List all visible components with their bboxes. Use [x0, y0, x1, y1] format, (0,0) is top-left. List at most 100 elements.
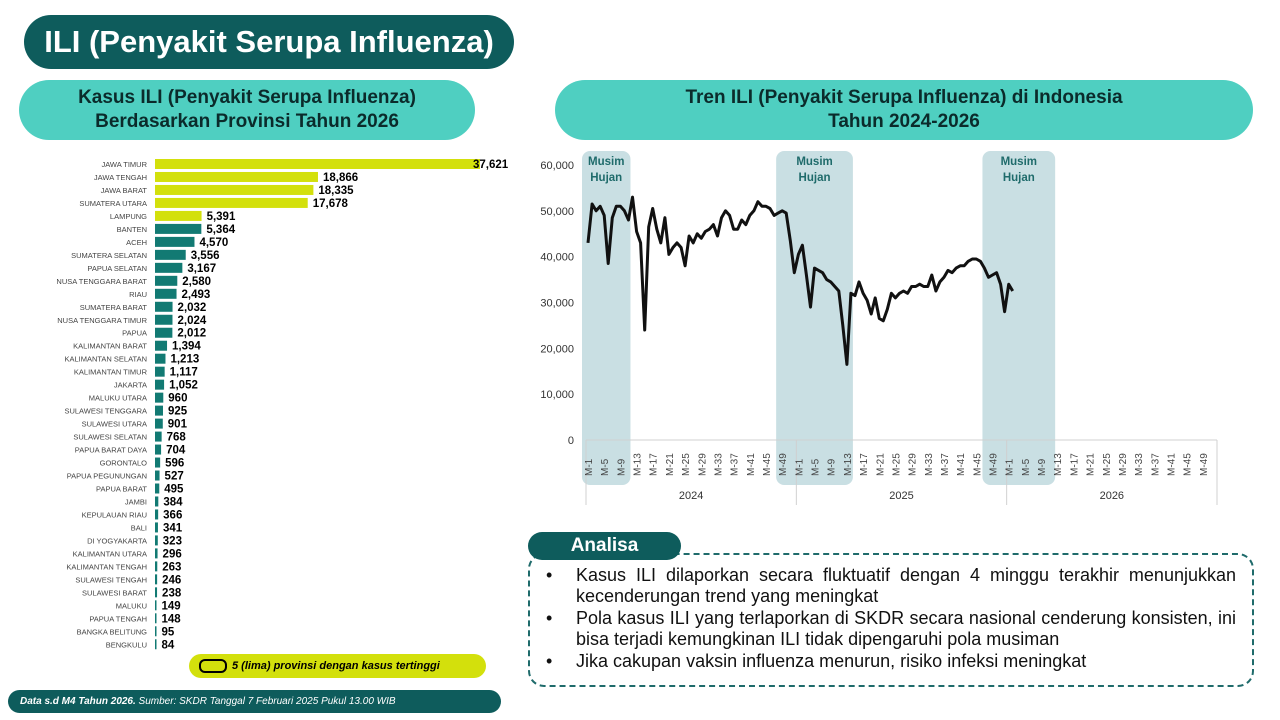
- x-tick-label: M-17: [859, 453, 870, 476]
- province-bar: [155, 535, 158, 546]
- value-label: 1,213: [170, 354, 199, 366]
- province-label: PAPUA BARAT: [96, 485, 147, 494]
- value-label: 527: [165, 471, 184, 483]
- value-label: 17,678: [313, 198, 349, 210]
- province-bar: [155, 600, 157, 611]
- value-label: 1,394: [172, 341, 201, 353]
- value-label: 2,012: [177, 328, 206, 340]
- province-label: KALIMANTAN TENGAH: [66, 562, 147, 571]
- value-label: 768: [167, 432, 187, 444]
- province-bar: [155, 379, 165, 390]
- rainy-season-label: Musim: [796, 156, 832, 168]
- province-bar: [155, 159, 480, 169]
- province-label: KALIMANTAN SELATAN: [64, 355, 147, 364]
- province-label: JAWA BARAT: [101, 186, 148, 195]
- province-bar: [155, 210, 202, 221]
- rainy-season-label: Hujan: [590, 172, 622, 184]
- value-label: 2,493: [182, 289, 211, 301]
- province-label: PAPUA SELATAN: [87, 264, 147, 273]
- analisa-point: Kasus ILI dilaporkan secara fluktuatif d…: [546, 565, 1236, 607]
- value-label: 960: [168, 393, 187, 405]
- x-tick-label: M-33: [1134, 453, 1145, 476]
- province-bar: [155, 262, 183, 273]
- province-label: KEPULAUAN RIAU: [82, 510, 147, 519]
- value-label: 384: [163, 496, 183, 508]
- province-bar: [155, 171, 318, 182]
- x-tick-label: M-21: [875, 453, 886, 476]
- footer-source-text: Sumber: SKDR Tanggal 7 Februari 2025 Puk…: [135, 696, 396, 707]
- province-bar: [155, 275, 178, 286]
- x-tick-label: M-25: [681, 453, 692, 476]
- rainy-season-label: Hujan: [1003, 172, 1035, 184]
- province-bar: [155, 457, 161, 468]
- value-label: 925: [168, 406, 188, 418]
- province-bar: [155, 184, 314, 195]
- value-label: 1,052: [169, 380, 198, 392]
- value-label: 148: [162, 613, 182, 625]
- y-tick-label: 30,000: [540, 298, 574, 310]
- province-bar: [155, 418, 163, 429]
- province-label: LAMPUNG: [110, 212, 147, 221]
- x-tick-label: M-9: [616, 458, 627, 476]
- province-bar: [155, 561, 158, 572]
- province-bar: [155, 340, 168, 351]
- x-tick-label: M-45: [762, 453, 773, 476]
- province-label: JAMBI: [125, 497, 147, 506]
- province-bar: [155, 496, 159, 507]
- x-tick-label: M-33: [713, 453, 724, 476]
- province-bar: [155, 522, 158, 533]
- province-label: SULAWESI UTARA: [82, 420, 147, 429]
- province-label: RIAU: [129, 290, 147, 299]
- x-tick-label: M-17: [1069, 453, 1080, 476]
- province-bar: [155, 626, 157, 637]
- y-tick-label: 20,000: [540, 343, 574, 355]
- value-label: 2,032: [178, 302, 207, 314]
- x-tick-label: M-13: [633, 453, 644, 476]
- value-label: 5,364: [206, 224, 235, 236]
- value-label: 238: [162, 587, 182, 599]
- rainy-season-band: [582, 151, 631, 485]
- province-bar: [155, 470, 160, 481]
- value-label: 1,117: [170, 367, 198, 379]
- province-label: GORONTALO: [100, 459, 148, 468]
- value-label: 3,556: [191, 250, 220, 262]
- province-bar: [155, 314, 173, 325]
- province-label: SULAWESI TENGGARA: [64, 407, 147, 416]
- province-label: BALI: [131, 523, 147, 532]
- rainy-season-band: [982, 151, 1056, 485]
- province-bar: [155, 301, 173, 312]
- province-label: BENGKULU: [106, 640, 147, 649]
- x-tick-label: M-37: [1150, 453, 1161, 476]
- footer-data-note: Data s.d M4 Tahun 2026.: [20, 696, 136, 707]
- province-bar: [155, 483, 160, 494]
- province-bar: [155, 236, 195, 247]
- value-label: 37,621: [473, 159, 509, 171]
- value-label: 5,391: [207, 211, 236, 223]
- province-bar: [155, 574, 158, 585]
- y-tick-label: 50,000: [540, 206, 574, 218]
- province-label: KALIMANTAN BARAT: [73, 342, 147, 351]
- province-bar: [155, 548, 158, 559]
- x-tick-label: M-1: [794, 458, 805, 476]
- x-tick-label: M-37: [730, 453, 741, 476]
- x-tick-label: M-25: [891, 453, 902, 476]
- value-label: 495: [164, 484, 184, 496]
- line-chart-title-line2: Tahun 2024-2026: [828, 111, 980, 132]
- x-tick-label: M-25: [1102, 453, 1113, 476]
- x-tick-label: M-13: [843, 453, 854, 476]
- value-label: 596: [165, 458, 184, 470]
- x-tick-label: M-49: [989, 453, 1000, 476]
- x-tick-label: M-5: [600, 458, 611, 476]
- province-label: SUMATERA BARAT: [80, 303, 148, 312]
- legend-text: 5 (lima) provinsi dengan kasus tertinggi: [232, 660, 440, 672]
- x-tick-label: M-29: [908, 453, 919, 476]
- value-label: 4,570: [199, 237, 228, 249]
- legend: 5 (lima) provinsi dengan kasus tertinggi: [189, 654, 486, 678]
- value-label: 296: [163, 548, 182, 560]
- x-tick-label: M-29: [1118, 453, 1129, 476]
- bar-chart-title: Kasus ILI (Penyakit Serupa Influenza) Be…: [19, 80, 475, 140]
- x-tick-label: M-1: [1005, 458, 1016, 476]
- province-label: NUSA TENGGARA TIMUR: [57, 316, 147, 325]
- value-label: 341: [163, 522, 183, 534]
- y-tick-label: 60,000: [540, 160, 574, 172]
